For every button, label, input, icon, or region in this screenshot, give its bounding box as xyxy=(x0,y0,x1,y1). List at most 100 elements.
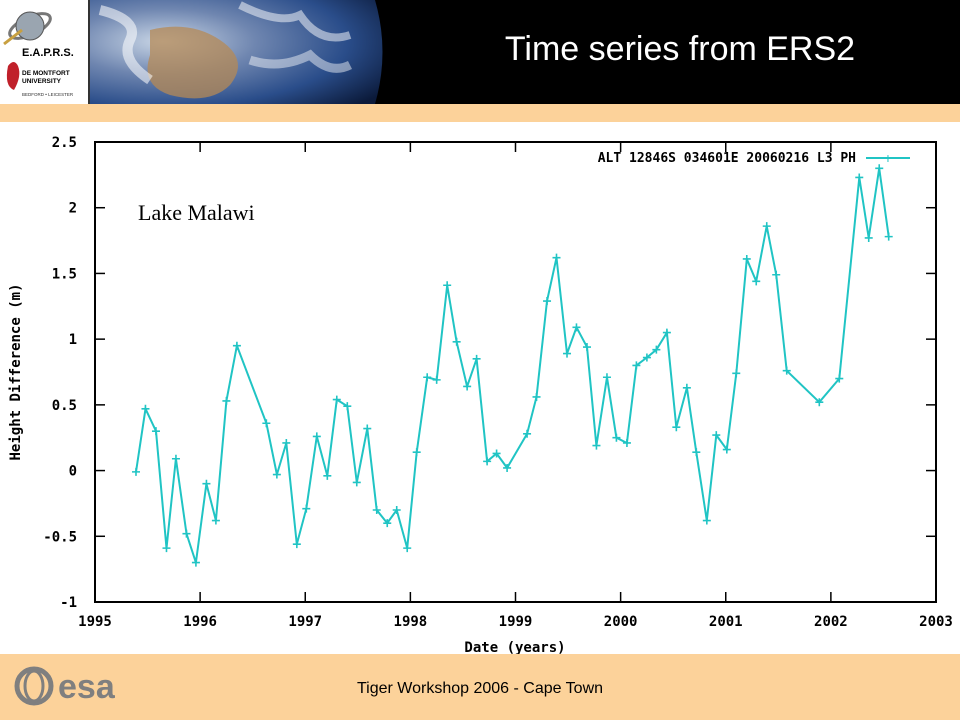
x-tick-label: 2002 xyxy=(814,614,848,630)
footer-text: Tiger Workshop 2006 - Cape Town xyxy=(356,680,604,697)
data-point xyxy=(652,345,661,354)
y-tick-label: 0 xyxy=(69,464,77,480)
y-tick-label: 1.5 xyxy=(52,266,77,282)
data-point xyxy=(523,429,532,438)
data-point xyxy=(642,353,651,362)
data-point xyxy=(403,544,412,553)
data-point xyxy=(532,392,541,401)
data-point xyxy=(312,432,321,441)
data-point xyxy=(632,361,641,370)
data-point xyxy=(222,396,231,405)
data-point xyxy=(692,448,701,457)
data-point xyxy=(742,254,751,263)
data-point xyxy=(864,233,873,242)
data-point xyxy=(884,232,893,241)
data-point xyxy=(712,431,721,440)
data-point xyxy=(162,544,171,553)
data-point xyxy=(483,457,492,466)
data-point xyxy=(855,173,864,182)
data-point xyxy=(372,506,381,514)
x-tick-label: 1998 xyxy=(394,614,428,630)
data-point xyxy=(835,374,844,383)
slide-title: Time series from ERS2 xyxy=(504,30,856,68)
data-point xyxy=(782,366,791,375)
logo-panel: E.A.P.R.S. DE MONTFORT UNIVERSITY BEDFOR… xyxy=(0,0,90,104)
data-point xyxy=(423,373,432,382)
data-point xyxy=(211,516,220,525)
data-point xyxy=(323,471,332,480)
data-point xyxy=(262,419,271,428)
y-tick-label: 0.5 xyxy=(52,398,77,414)
x-axis-label: Date (years) xyxy=(464,640,565,654)
data-point xyxy=(352,478,361,487)
y-tick-label: -0.5 xyxy=(43,529,77,545)
university-sub: BEDFORD • LEICESTER xyxy=(22,92,74,97)
data-point xyxy=(463,382,472,391)
data-point xyxy=(443,281,452,290)
legend-label: ALT 12846S 034601E 20060216 L3 PH xyxy=(598,151,856,166)
data-point xyxy=(182,529,191,538)
data-point xyxy=(612,433,621,442)
data-point xyxy=(552,253,561,262)
data-point xyxy=(292,540,301,549)
x-tick-label: 1997 xyxy=(288,614,322,630)
data-point xyxy=(332,395,341,404)
data-point xyxy=(772,270,781,279)
legend: ALT 12846S 034601E 20060216 L3 PH + xyxy=(598,150,910,166)
data-point xyxy=(383,519,392,528)
data-point xyxy=(563,349,572,358)
data-point xyxy=(492,449,501,458)
y-axis-label: Height Difference (m) xyxy=(8,283,24,460)
university-name: DE MONTFORT UNIVERSITY xyxy=(22,70,71,85)
data-point xyxy=(543,297,552,306)
x-tick-label: 2000 xyxy=(604,614,638,630)
x-tick-label: 1999 xyxy=(499,614,533,630)
esa-text: esa xyxy=(58,668,116,706)
data-point xyxy=(141,404,150,413)
data-point xyxy=(202,479,211,488)
data-point xyxy=(272,470,281,479)
y-axis: 2.5 2 1.5 1 0.5 0 -0.5 -1 xyxy=(43,135,936,611)
data-point xyxy=(752,277,761,286)
x-tick-label: 1995 xyxy=(78,614,112,630)
data-point xyxy=(722,445,731,454)
data-point xyxy=(602,373,611,382)
annotation-lake-malawi: Lake Malawi xyxy=(138,200,255,225)
data-point xyxy=(622,438,631,447)
earth-image xyxy=(90,0,383,104)
data-point xyxy=(702,516,711,525)
data-point xyxy=(572,323,581,332)
data-point xyxy=(191,558,200,567)
series-group xyxy=(131,164,893,567)
data-point xyxy=(171,454,180,463)
esa-logo: esa xyxy=(14,666,116,706)
x-tick-label: 2001 xyxy=(709,614,743,630)
x-axis: 1995 1996 1997 1998 1999 2000 2001 2002 2003 xyxy=(78,142,953,630)
y-tick-label: -1 xyxy=(60,595,77,611)
data-point xyxy=(472,354,481,363)
x-tick-label: 1996 xyxy=(183,614,217,630)
data-point xyxy=(343,402,352,411)
data-point xyxy=(672,423,681,432)
data-point xyxy=(582,343,591,352)
eaprs-text: E.A.P.R.S. xyxy=(22,47,74,59)
data-point xyxy=(452,337,461,346)
eaprs-logo: E.A.P.R.S. DE MONTFORT UNIVERSITY BEDFOR… xyxy=(3,11,74,97)
header-band xyxy=(0,104,960,122)
slide-header: E.A.P.R.S. DE MONTFORT UNIVERSITY BEDFOR… xyxy=(0,0,960,104)
time-series-chart: 2.5 2 1.5 1 0.5 0 -0.5 -1 1995 1996 1997 1998 1999 2… xyxy=(8,135,953,656)
chart-area: 2.5 2 1.5 1 0.5 0 -0.5 -1 1995 1996 1997 1998 1999 2… xyxy=(0,122,960,656)
data-point xyxy=(232,341,241,350)
data-point xyxy=(432,375,441,384)
data-point xyxy=(732,369,741,378)
legend-marker: + xyxy=(884,150,892,166)
y-tick-label: 1 xyxy=(69,332,77,348)
data-point xyxy=(592,441,601,450)
slide-footer: esa Tiger Workshop 2006 - Cape Town xyxy=(0,654,960,720)
data-point xyxy=(762,222,771,231)
data-point xyxy=(282,438,291,447)
y-tick-label: 2 xyxy=(69,201,77,217)
data-point xyxy=(662,328,671,337)
data-point xyxy=(412,448,421,457)
data-point xyxy=(503,463,512,472)
